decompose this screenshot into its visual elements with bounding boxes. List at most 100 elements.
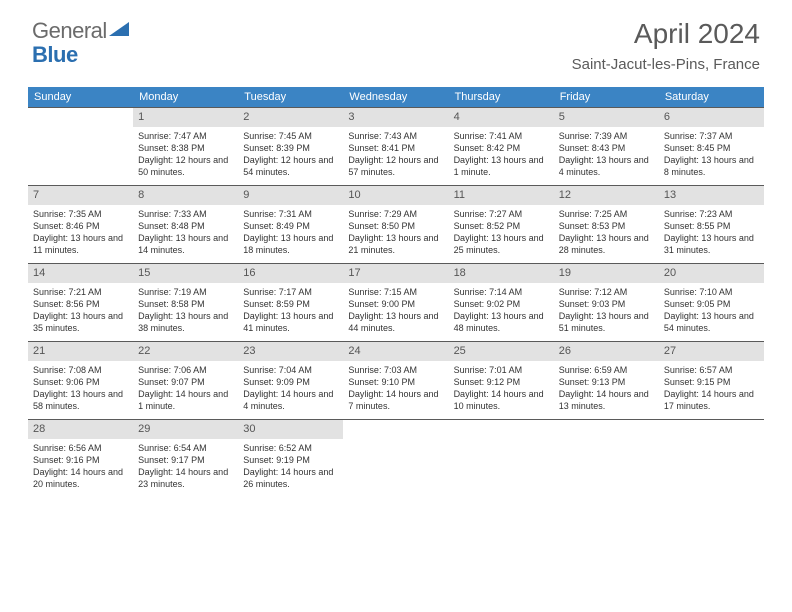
calendar-day-cell: 18Sunrise: 7:14 AMSunset: 9:02 PMDayligh… [449, 263, 554, 341]
day-number [449, 419, 554, 439]
day-body: Sunrise: 7:43 AMSunset: 8:41 PMDaylight:… [343, 127, 448, 185]
calendar-day-cell: 30Sunrise: 6:52 AMSunset: 9:19 PMDayligh… [238, 419, 343, 497]
sunrise-line: Sunrise: 7:45 AM [243, 130, 338, 142]
day-number [28, 107, 133, 127]
day-number: 3 [343, 107, 448, 127]
day-body: Sunrise: 7:31 AMSunset: 8:49 PMDaylight:… [238, 205, 343, 263]
sunrise-line: Sunrise: 7:21 AM [33, 286, 128, 298]
day-number: 6 [659, 107, 764, 127]
sunset-line: Sunset: 9:10 PM [348, 376, 443, 388]
sunset-line: Sunset: 8:55 PM [664, 220, 759, 232]
calendar: SundayMondayTuesdayWednesdayThursdayFrid… [28, 87, 764, 497]
day-number: 5 [554, 107, 659, 127]
day-number: 26 [554, 341, 659, 361]
sunset-line: Sunset: 8:43 PM [559, 142, 654, 154]
daylight-line: Daylight: 13 hours and 35 minutes. [33, 310, 128, 334]
day-body: Sunrise: 6:59 AMSunset: 9:13 PMDaylight:… [554, 361, 659, 419]
calendar-header-row: SundayMondayTuesdayWednesdayThursdayFrid… [28, 87, 764, 107]
calendar-day-cell [659, 419, 764, 497]
sunrise-line: Sunrise: 7:19 AM [138, 286, 233, 298]
sunset-line: Sunset: 9:07 PM [138, 376, 233, 388]
calendar-day-cell: 13Sunrise: 7:23 AMSunset: 8:55 PMDayligh… [659, 185, 764, 263]
calendar-header-cell: Sunday [28, 87, 133, 107]
day-body: Sunrise: 7:41 AMSunset: 8:42 PMDaylight:… [449, 127, 554, 185]
calendar-day-cell: 14 Sunrise: 7:21 AMSunset: 8:56 PMDayligh… [28, 263, 133, 341]
sunrise-line: Sunrise: 6:54 AM [138, 442, 233, 454]
sunset-line: Sunset: 9:15 PM [664, 376, 759, 388]
day-body: Sunrise: 6:54 AMSunset: 9:17 PMDaylight:… [133, 439, 238, 497]
calendar-week-row: 28Sunrise: 6:56 AMSunset: 9:16 PMDayligh… [28, 419, 764, 497]
sunset-line: Sunset: 9:09 PM [243, 376, 338, 388]
calendar-day-cell: 17Sunrise: 7:15 AMSunset: 9:00 PMDayligh… [343, 263, 448, 341]
daylight-line: Daylight: 13 hours and 1 minute. [454, 154, 549, 178]
daylight-line: Daylight: 13 hours and 18 minutes. [243, 232, 338, 256]
sunrise-line: Sunrise: 7:39 AM [559, 130, 654, 142]
day-number: 7 [28, 185, 133, 205]
header: General April 2024 Saint-Jacut-les-Pins,… [0, 0, 792, 81]
day-number: 10 [343, 185, 448, 205]
sunset-line: Sunset: 8:46 PM [33, 220, 128, 232]
daylight-line: Daylight: 13 hours and 4 minutes. [559, 154, 654, 178]
sunset-line: Sunset: 9:05 PM [664, 298, 759, 310]
daylight-line: Daylight: 13 hours and 51 minutes. [559, 310, 654, 334]
day-body: Sunrise: 7:39 AMSunset: 8:43 PMDaylight:… [554, 127, 659, 185]
day-body: Sunrise: 7:37 AMSunset: 8:45 PMDaylight:… [659, 127, 764, 185]
sunset-line: Sunset: 8:39 PM [243, 142, 338, 154]
sunrise-line: Sunrise: 7:12 AM [559, 286, 654, 298]
sunrise-line: Sunrise: 7:29 AM [348, 208, 443, 220]
day-body: Sunrise: 7:45 AMSunset: 8:39 PMDaylight:… [238, 127, 343, 185]
sunrise-line: Sunrise: 7:27 AM [454, 208, 549, 220]
day-number: 15 [133, 263, 238, 283]
day-number: 30 [238, 419, 343, 439]
day-number [554, 419, 659, 439]
daylight-line: Daylight: 12 hours and 54 minutes. [243, 154, 338, 178]
day-number [659, 419, 764, 439]
day-number: 11 [449, 185, 554, 205]
calendar-week-row: 21Sunrise: 7:08 AMSunset: 9:06 PMDayligh… [28, 341, 764, 419]
calendar-day-cell: 15Sunrise: 7:19 AMSunset: 8:58 PMDayligh… [133, 263, 238, 341]
sunset-line: Sunset: 9:03 PM [559, 298, 654, 310]
calendar-header-cell: Monday [133, 87, 238, 107]
day-number: 9 [238, 185, 343, 205]
daylight-line: Daylight: 13 hours and 38 minutes. [138, 310, 233, 334]
sunset-line: Sunset: 8:59 PM [243, 298, 338, 310]
logo-sub: Blue [32, 42, 78, 68]
daylight-line: Daylight: 14 hours and 23 minutes. [138, 466, 233, 490]
sunrise-line: Sunrise: 7:04 AM [243, 364, 338, 376]
daylight-line: Daylight: 13 hours and 11 minutes. [33, 232, 128, 256]
daylight-line: Daylight: 13 hours and 8 minutes. [664, 154, 759, 178]
day-body: Sunrise: 7:04 AMSunset: 9:09 PMDaylight:… [238, 361, 343, 419]
daylight-line: Daylight: 14 hours and 26 minutes. [243, 466, 338, 490]
sunset-line: Sunset: 8:42 PM [454, 142, 549, 154]
day-body: Sunrise: 7:25 AMSunset: 8:53 PMDaylight:… [554, 205, 659, 263]
calendar-day-cell: 1Sunrise: 7:47 AMSunset: 8:38 PMDaylight… [133, 107, 238, 185]
day-body: Sunrise: 7:14 AMSunset: 9:02 PMDaylight:… [449, 283, 554, 341]
day-number: 1 [133, 107, 238, 127]
day-body: Sunrise: 7:27 AMSunset: 8:52 PMDaylight:… [449, 205, 554, 263]
title-block: April 2024 Saint-Jacut-les-Pins, France [572, 18, 760, 73]
sunrise-line: Sunrise: 6:59 AM [559, 364, 654, 376]
sunset-line: Sunset: 8:53 PM [559, 220, 654, 232]
calendar-day-cell: 27Sunrise: 6:57 AMSunset: 9:15 PMDayligh… [659, 341, 764, 419]
calendar-day-cell: 24Sunrise: 7:03 AMSunset: 9:10 PMDayligh… [343, 341, 448, 419]
sunrise-line: Sunrise: 7:08 AM [33, 364, 128, 376]
daylight-line: Daylight: 13 hours and 48 minutes. [454, 310, 549, 334]
day-body: Sunrise: 6:52 AMSunset: 9:19 PMDaylight:… [238, 439, 343, 497]
calendar-day-cell [343, 419, 448, 497]
sunset-line: Sunset: 8:56 PM [33, 298, 128, 310]
sunset-line: Sunset: 8:48 PM [138, 220, 233, 232]
sunrise-line: Sunrise: 7:47 AM [138, 130, 233, 142]
daylight-line: Daylight: 14 hours and 20 minutes. [33, 466, 128, 490]
sunrise-line: Sunrise: 7:15 AM [348, 286, 443, 298]
calendar-day-cell: 19Sunrise: 7:12 AMSunset: 9:03 PMDayligh… [554, 263, 659, 341]
calendar-day-cell: 5Sunrise: 7:39 AMSunset: 8:43 PMDaylight… [554, 107, 659, 185]
page-title: April 2024 [572, 18, 760, 50]
calendar-day-cell [449, 419, 554, 497]
daylight-line: Daylight: 13 hours and 25 minutes. [454, 232, 549, 256]
sunset-line: Sunset: 8:45 PM [664, 142, 759, 154]
day-number: 14 [28, 263, 133, 283]
calendar-day-cell: 29Sunrise: 6:54 AMSunset: 9:17 PMDayligh… [133, 419, 238, 497]
sunrise-line: Sunrise: 7:31 AM [243, 208, 338, 220]
daylight-line: Daylight: 13 hours and 44 minutes. [348, 310, 443, 334]
day-number: 24 [343, 341, 448, 361]
